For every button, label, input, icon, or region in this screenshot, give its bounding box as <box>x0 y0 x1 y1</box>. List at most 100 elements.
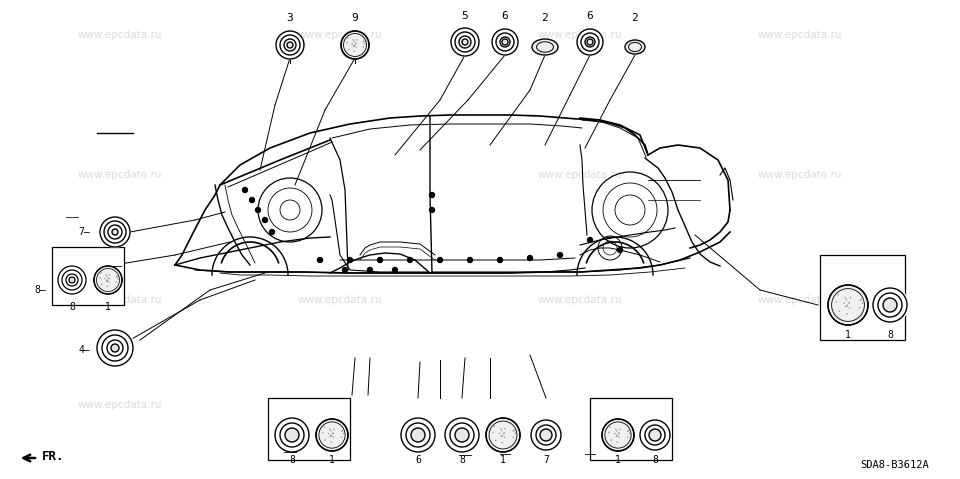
Circle shape <box>407 258 413 262</box>
Circle shape <box>502 434 503 436</box>
Circle shape <box>351 43 353 45</box>
Circle shape <box>115 281 117 283</box>
Text: 9: 9 <box>351 13 358 23</box>
Circle shape <box>343 433 345 434</box>
Circle shape <box>330 435 331 437</box>
Circle shape <box>601 418 635 452</box>
Circle shape <box>57 265 87 295</box>
Text: 6: 6 <box>587 11 593 21</box>
Circle shape <box>355 43 356 44</box>
Text: SDA8-B3612A: SDA8-B3612A <box>860 460 929 470</box>
Circle shape <box>323 432 324 433</box>
Circle shape <box>93 265 123 295</box>
Circle shape <box>627 431 629 432</box>
Circle shape <box>617 434 618 436</box>
Circle shape <box>332 436 334 438</box>
Circle shape <box>860 298 862 300</box>
Circle shape <box>363 46 364 47</box>
Text: www.epcdata.ru: www.epcdata.ru <box>78 30 162 40</box>
Circle shape <box>837 294 839 296</box>
Circle shape <box>112 229 118 235</box>
Circle shape <box>847 313 848 315</box>
Text: www.epcdata.ru: www.epcdata.ru <box>78 170 162 180</box>
Circle shape <box>352 39 354 41</box>
Circle shape <box>527 255 533 261</box>
Bar <box>52 247 124 305</box>
Circle shape <box>588 238 592 242</box>
Circle shape <box>273 416 311 454</box>
Circle shape <box>285 428 299 442</box>
Text: 6: 6 <box>502 11 509 21</box>
Circle shape <box>429 193 435 197</box>
Text: 1: 1 <box>329 455 335 465</box>
Circle shape <box>341 31 369 59</box>
Circle shape <box>108 278 109 279</box>
Circle shape <box>255 207 260 213</box>
Circle shape <box>354 45 355 46</box>
Text: www.epcdata.ru: www.epcdata.ru <box>757 30 842 40</box>
Circle shape <box>846 306 847 307</box>
Circle shape <box>340 30 370 60</box>
Text: 2: 2 <box>632 13 638 23</box>
Circle shape <box>468 258 472 262</box>
Circle shape <box>318 258 323 262</box>
Circle shape <box>342 430 343 431</box>
Circle shape <box>500 436 502 437</box>
Ellipse shape <box>531 38 559 56</box>
Circle shape <box>627 436 628 438</box>
Circle shape <box>94 266 122 294</box>
Circle shape <box>364 40 365 42</box>
Circle shape <box>109 274 110 275</box>
Text: 3: 3 <box>287 13 294 23</box>
Circle shape <box>649 429 661 441</box>
Circle shape <box>827 284 869 326</box>
Text: www.epcdata.ru: www.epcdata.ru <box>538 295 622 305</box>
Text: 8: 8 <box>289 455 295 465</box>
Text: 8: 8 <box>459 455 465 465</box>
Circle shape <box>846 306 847 308</box>
Circle shape <box>849 307 851 308</box>
Circle shape <box>503 433 505 434</box>
Circle shape <box>262 217 268 223</box>
Circle shape <box>107 280 108 282</box>
Text: www.epcdata.ru: www.epcdata.ru <box>538 30 622 40</box>
Circle shape <box>377 258 382 262</box>
Circle shape <box>287 42 293 48</box>
Circle shape <box>493 426 495 427</box>
Circle shape <box>117 278 119 279</box>
Circle shape <box>333 428 335 430</box>
Circle shape <box>107 275 108 277</box>
Circle shape <box>462 39 468 45</box>
Circle shape <box>107 285 108 287</box>
Circle shape <box>100 272 102 274</box>
Circle shape <box>450 27 480 57</box>
Circle shape <box>615 428 616 430</box>
Circle shape <box>106 280 108 282</box>
Circle shape <box>616 442 618 443</box>
Circle shape <box>455 428 469 442</box>
Circle shape <box>106 274 107 275</box>
Circle shape <box>332 433 334 434</box>
Circle shape <box>315 418 349 452</box>
Circle shape <box>107 280 108 281</box>
Circle shape <box>501 442 503 443</box>
Text: FR.: FR. <box>42 449 64 463</box>
Circle shape <box>95 328 135 368</box>
Circle shape <box>862 302 863 304</box>
Circle shape <box>353 46 354 47</box>
Circle shape <box>108 277 109 279</box>
Text: 4—: 4— <box>79 345 90 355</box>
Circle shape <box>845 297 846 298</box>
Text: 2: 2 <box>541 13 548 23</box>
Text: 1: 1 <box>845 330 851 340</box>
Text: 8: 8 <box>652 455 658 465</box>
Ellipse shape <box>532 39 558 55</box>
Circle shape <box>576 28 604 56</box>
Circle shape <box>250 197 254 203</box>
Circle shape <box>618 436 620 438</box>
Circle shape <box>105 278 106 279</box>
Text: 7: 7 <box>543 455 549 465</box>
Circle shape <box>330 430 331 432</box>
Circle shape <box>504 437 505 438</box>
Circle shape <box>615 435 617 437</box>
